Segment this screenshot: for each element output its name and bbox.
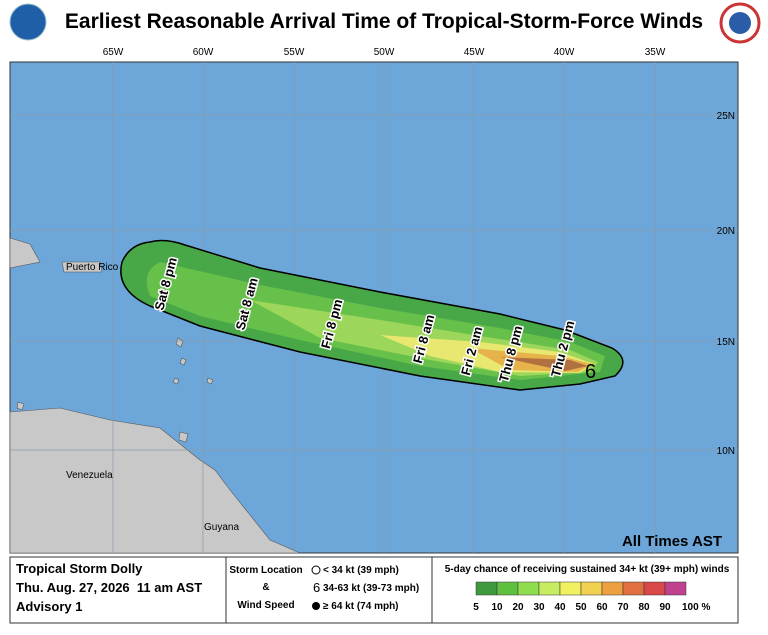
title: Earliest Reasonable Arrival Time of Trop…: [65, 10, 703, 33]
scale-label: 10: [491, 602, 503, 613]
lon-label: 45W: [464, 47, 485, 58]
lon-label: 50W: [374, 47, 395, 58]
place-label: Guyana: [204, 522, 239, 533]
symbol-label: < 34 kt (39 mph): [323, 565, 399, 576]
scale-swatch: [643, 581, 666, 596]
legend-title: Wind Speed: [237, 600, 294, 611]
scale-swatch: [538, 581, 561, 596]
scale-label: 90: [659, 602, 671, 613]
symbol-hu: [312, 602, 320, 610]
land-south-america: [9, 407, 301, 554]
symbol-label: ≥ 64 kt (74 mph): [323, 601, 399, 612]
scale-label: 80: [638, 602, 650, 613]
lat-label: 20N: [717, 226, 735, 237]
advisory-date: Thu. Aug. 27, 2026 11 am AST: [16, 580, 202, 595]
lon-label: 65W: [103, 47, 124, 58]
scale-label: 60: [596, 602, 608, 613]
scale-swatch: [559, 581, 582, 596]
legend-title: &: [262, 582, 269, 593]
scale-swatch: [622, 581, 645, 596]
place-label: Puerto Rico: [66, 262, 119, 273]
storm-name: Tropical Storm Dolly: [16, 561, 143, 576]
place-label: Venezuela: [66, 470, 113, 481]
storm-symbol: 6: [585, 361, 596, 383]
advisory-number: Advisory 1: [16, 599, 82, 614]
scale-swatch: [580, 581, 603, 596]
map: 6: [9, 61, 739, 554]
color-scale: 5 10 20 30 40 50 60 70 80 90 100 %: [473, 581, 710, 613]
scale-label: 20: [512, 602, 524, 613]
lon-label: 40W: [554, 47, 575, 58]
lat-label: 10N: [717, 446, 735, 457]
scale-title: 5-day chance of receiving sustained 34+ …: [445, 564, 730, 575]
symbol-label: 34-63 kt (39-73 mph): [323, 583, 419, 594]
nws-logo-inner: [729, 12, 751, 34]
lon-label: 55W: [284, 47, 305, 58]
scale-label: 5: [473, 602, 479, 613]
swath-80: [500, 357, 588, 371]
times-note: All Times AST: [622, 533, 722, 550]
lon-label: 35W: [645, 47, 666, 58]
legend-title: Storm Location: [229, 565, 302, 576]
noaa-logo: [9, 3, 47, 41]
symbol-td: [311, 565, 321, 575]
scale-swatch: [496, 581, 519, 596]
scale-swatch: [475, 581, 498, 596]
scale-swatch: [664, 581, 687, 596]
scale-swatch: [601, 581, 624, 596]
scale-label: 100 %: [682, 602, 710, 613]
scale-label: 70: [617, 602, 629, 613]
land-islands: [9, 237, 214, 443]
lon-label: 60W: [193, 47, 214, 58]
scale-label: 30: [533, 602, 545, 613]
scale-label: 50: [575, 602, 587, 613]
symbol-ts: 6: [313, 580, 320, 595]
scale-swatch: [517, 581, 540, 596]
lat-label: 25N: [717, 111, 735, 122]
lat-label: 15N: [717, 337, 735, 348]
scale-label: 40: [554, 602, 566, 613]
